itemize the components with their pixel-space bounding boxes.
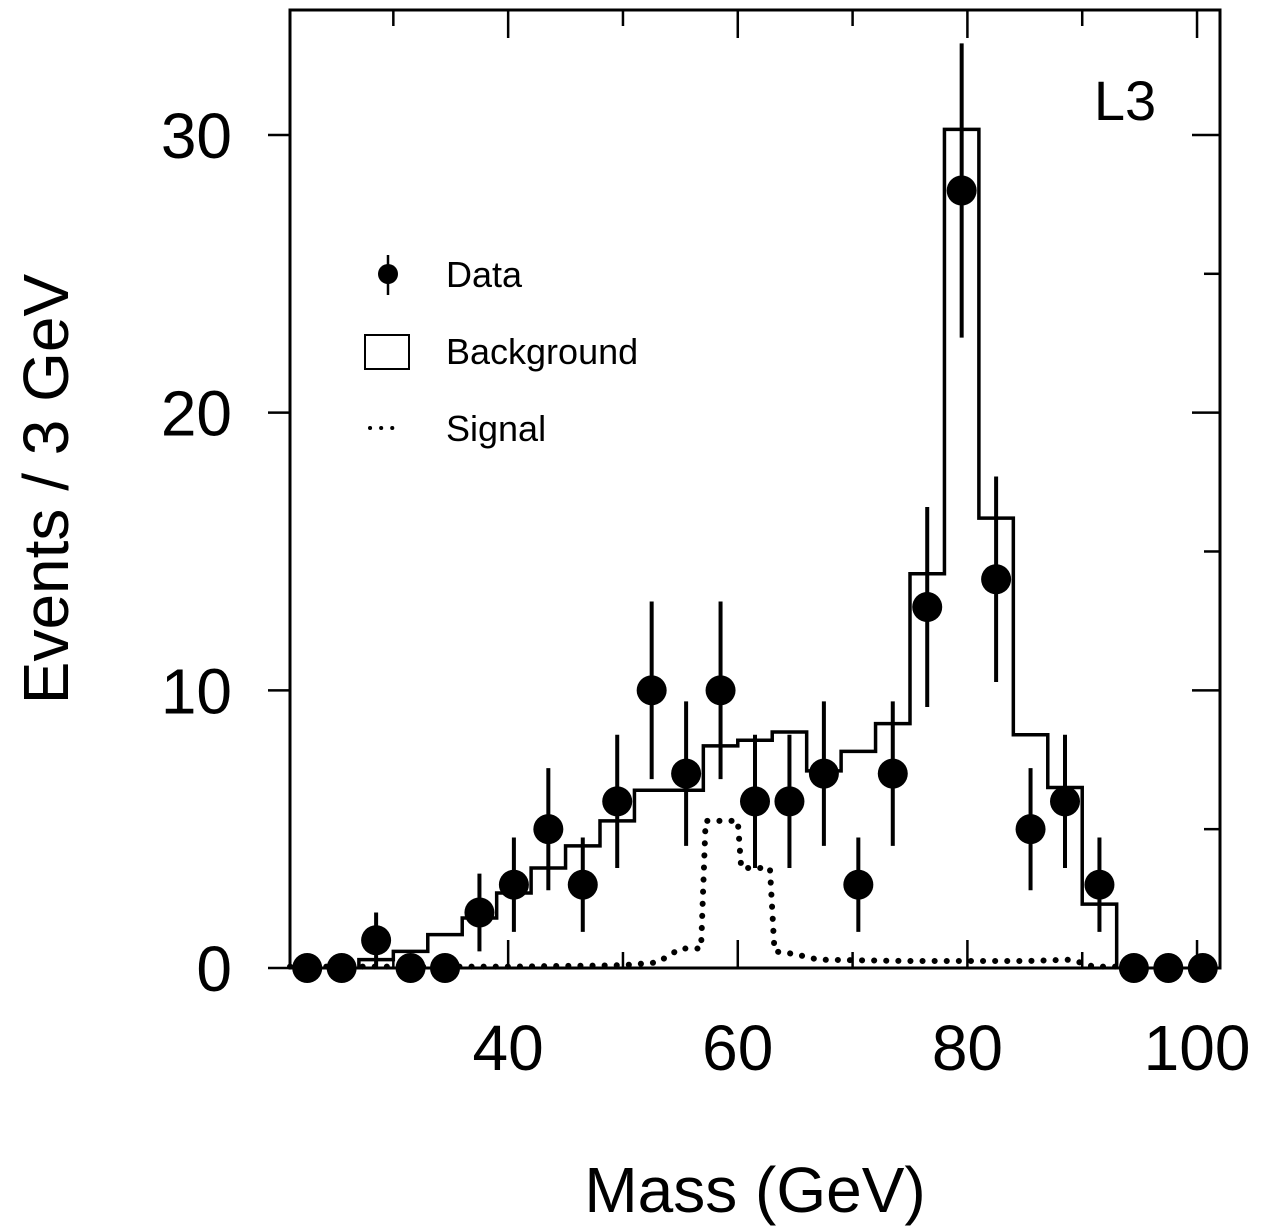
- data-point: [1015, 814, 1046, 845]
- signal-curve-path: [287, 817, 1132, 970]
- data-point: [567, 869, 598, 900]
- data-point: [671, 758, 702, 789]
- data-point: [1118, 953, 1149, 983]
- data-point: [636, 675, 667, 706]
- legend-item-data: Data: [378, 254, 523, 295]
- y-tick-label: 10: [161, 655, 232, 727]
- data-point: [395, 953, 426, 983]
- data-point: [774, 786, 805, 817]
- data-point: [912, 592, 943, 623]
- legend-background-box: [364, 334, 410, 370]
- legend-item-signal: Signal: [368, 408, 546, 449]
- legend-label-signal: Signal: [446, 408, 546, 449]
- data-point: [1187, 953, 1218, 983]
- legend-label-data: Data: [446, 254, 523, 295]
- data-point: [946, 175, 977, 206]
- data-point: [808, 758, 839, 789]
- legend-label-background: Background: [446, 331, 638, 372]
- experiment-label: L3: [1094, 69, 1156, 132]
- data-point: [1050, 786, 1080, 817]
- y-tick-label: 30: [161, 100, 232, 172]
- data-point: [877, 758, 908, 789]
- axis-ticks: [268, 10, 1220, 970]
- data-point: [740, 786, 770, 817]
- data-point: [326, 953, 357, 983]
- data-point: [843, 869, 874, 900]
- data-point: [981, 564, 1012, 595]
- x-tick-label: 100: [1144, 1012, 1251, 1084]
- data-point: [1084, 869, 1115, 900]
- data-point: [1153, 953, 1184, 983]
- data-point: [430, 953, 460, 983]
- y-tick-label: 0: [196, 933, 232, 1005]
- plot-frame: [288, 8, 1222, 970]
- data-point: [533, 814, 564, 845]
- data-point: [498, 869, 529, 900]
- y-tick-label: 20: [161, 378, 232, 450]
- x-tick-label: 60: [702, 1012, 773, 1084]
- data-point: [361, 925, 392, 956]
- data-point: [705, 675, 736, 706]
- x-tick-label: 80: [932, 1012, 1003, 1084]
- signal-curve: [287, 817, 1132, 970]
- legend-item-background: Background: [364, 331, 638, 372]
- data-point: [292, 953, 323, 983]
- data-point: [602, 786, 633, 817]
- x-axis-label: Mass (GeV): [584, 1154, 925, 1226]
- legend: Data Background Signal: [364, 254, 638, 449]
- legend-data-marker: [378, 264, 398, 284]
- data-point: [464, 897, 495, 928]
- x-tick-label: 40: [473, 1012, 544, 1084]
- axis-tick-labels: 40 60 80 100 0 10 20 30: [161, 100, 1251, 1084]
- data-points: [292, 43, 1218, 983]
- y-axis-label: Events / 3 GeV: [10, 273, 82, 704]
